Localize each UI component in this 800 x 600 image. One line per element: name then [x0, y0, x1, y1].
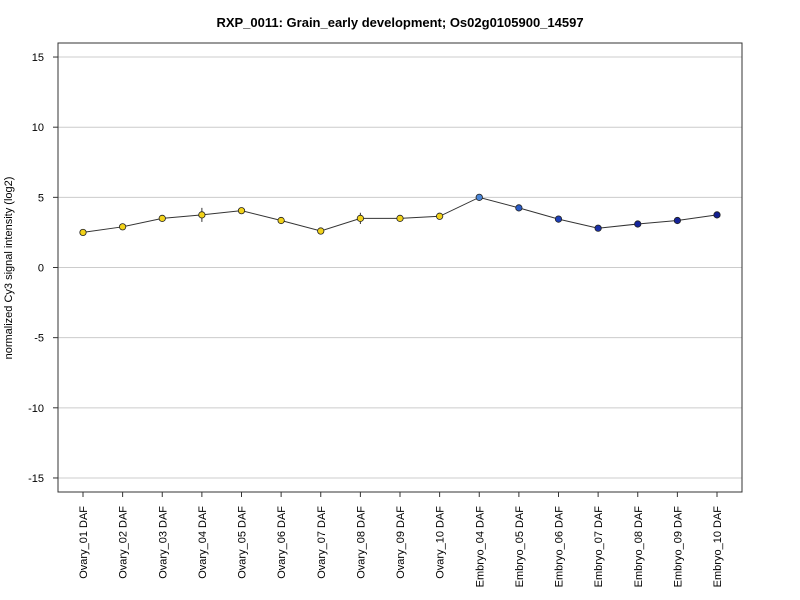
x-tick-label: Ovary_04 DAF	[197, 506, 209, 579]
data-point	[515, 204, 523, 212]
x-tick-label: Embryo_08 DAF	[633, 506, 645, 588]
data-point	[356, 214, 364, 222]
x-tick-label: Embryo_09 DAF	[672, 506, 684, 588]
data-point	[436, 212, 444, 220]
data-point	[713, 211, 721, 219]
x-axis-ticks: Ovary_01 DAF Ovary_02 DAF Ovary_03 DAF Ovar…	[78, 492, 724, 587]
data-point	[237, 207, 246, 215]
x-tick-label: Ovary_02 DAF	[118, 506, 130, 579]
y-axis-ticks: 15 10 5 0 -5 -10 -15	[28, 52, 58, 485]
y-tick-label: -5	[34, 333, 44, 345]
data-point	[634, 220, 642, 228]
y-tick-label: 15	[32, 52, 44, 64]
x-tick-label: Ovary_09 DAF	[395, 506, 407, 579]
x-tick-label: Ovary_08 DAF	[355, 506, 367, 579]
x-tick-label: Ovary_10 DAF	[435, 506, 447, 579]
data-point	[79, 228, 87, 237]
y-tick-label: 5	[38, 192, 44, 204]
x-tick-label: Ovary_01 DAF	[78, 506, 90, 579]
data-point	[554, 215, 563, 223]
x-tick-label: Embryo_10 DAF	[712, 506, 724, 588]
x-tick-label: Embryo_07 DAF	[593, 506, 605, 588]
data-point	[673, 216, 681, 225]
data-point	[317, 227, 325, 235]
x-tick-label: Ovary_06 DAF	[276, 506, 288, 579]
y-tick-label: -15	[28, 473, 44, 485]
chart-title: RXP_0011: Grain_early development; Os02g…	[216, 15, 583, 30]
data-point	[594, 224, 602, 232]
x-tick-label: Embryo_05 DAF	[514, 506, 526, 588]
y-tick-label: 0	[38, 263, 44, 275]
data-points	[79, 193, 721, 237]
gridlines	[58, 56, 742, 479]
data-point	[119, 223, 127, 231]
data-point	[277, 216, 285, 225]
x-tick-label: Ovary_05 DAF	[237, 506, 249, 579]
x-tick-label: Embryo_04 DAF	[474, 506, 486, 588]
y-tick-label: -10	[28, 403, 44, 415]
x-tick-label: Embryo_06 DAF	[554, 506, 566, 588]
data-point	[158, 214, 166, 222]
x-tick-label: Ovary_07 DAF	[316, 506, 328, 579]
data-point	[475, 193, 483, 201]
data-point	[198, 211, 206, 219]
x-tick-label: Ovary_03 DAF	[157, 506, 169, 579]
y-tick-label: 10	[32, 122, 44, 134]
data-point	[396, 214, 404, 222]
y-axis-label: normalized Cy3 signal intensity (log2)	[3, 177, 15, 360]
